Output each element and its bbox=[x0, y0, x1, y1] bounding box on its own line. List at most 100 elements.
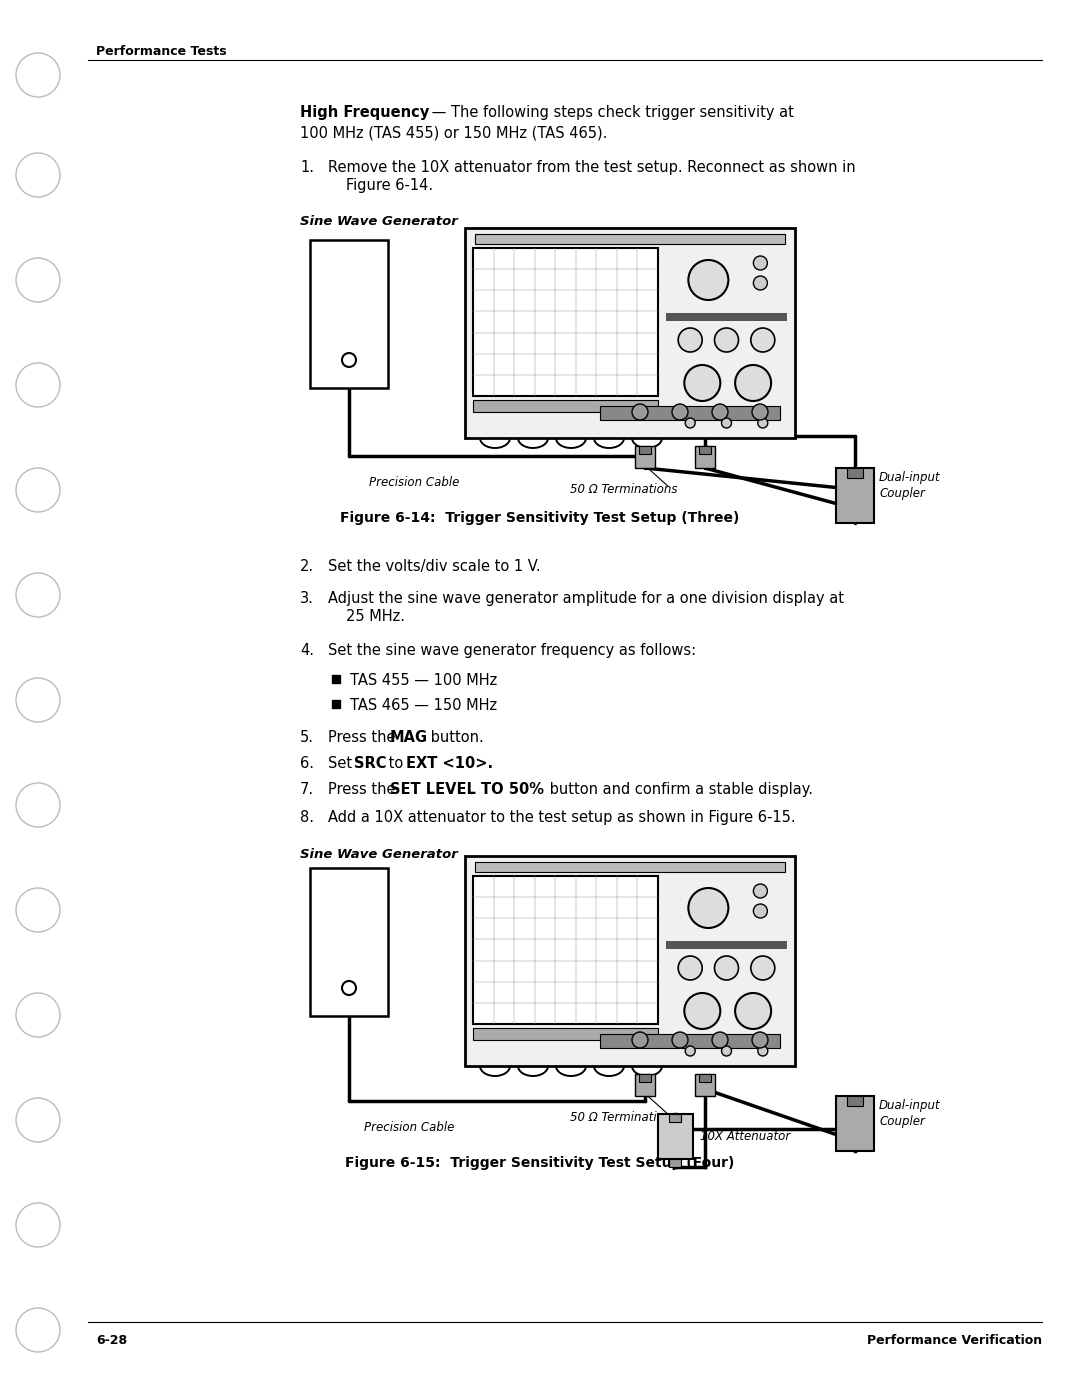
Text: EXT <10>.: EXT <10>. bbox=[406, 756, 494, 771]
Polygon shape bbox=[332, 700, 340, 708]
Bar bbox=[696, 1074, 715, 1097]
Circle shape bbox=[735, 993, 771, 1030]
Circle shape bbox=[16, 363, 60, 407]
Circle shape bbox=[16, 1203, 60, 1248]
Bar bbox=[666, 942, 787, 949]
Text: button and confirm a stable display.: button and confirm a stable display. bbox=[545, 782, 813, 798]
Circle shape bbox=[685, 418, 696, 427]
Bar bbox=[635, 446, 654, 468]
Bar bbox=[475, 862, 785, 872]
Text: Precision Cable: Precision Cable bbox=[369, 476, 459, 489]
Text: Performance Verification: Performance Verification bbox=[867, 1334, 1042, 1347]
Text: 5.: 5. bbox=[300, 731, 314, 745]
Circle shape bbox=[16, 1098, 60, 1141]
Bar bbox=[696, 446, 715, 468]
Text: 3.: 3. bbox=[300, 591, 314, 606]
Text: 50 Ω Terminations: 50 Ω Terminations bbox=[570, 483, 677, 496]
Circle shape bbox=[751, 956, 774, 981]
Circle shape bbox=[632, 1032, 648, 1048]
Text: Set: Set bbox=[328, 756, 356, 771]
Circle shape bbox=[752, 404, 768, 420]
Text: 50 Ω Terminations: 50 Ω Terminations bbox=[570, 1111, 677, 1125]
Bar bbox=[699, 1074, 711, 1083]
Text: TAS 455 — 100 MHz: TAS 455 — 100 MHz bbox=[350, 673, 497, 687]
Circle shape bbox=[16, 678, 60, 722]
Bar bbox=[669, 1160, 681, 1166]
Polygon shape bbox=[332, 675, 340, 683]
Circle shape bbox=[342, 981, 356, 995]
Text: 7.: 7. bbox=[300, 782, 314, 798]
Circle shape bbox=[754, 884, 768, 898]
Circle shape bbox=[16, 468, 60, 511]
Bar bbox=[465, 856, 795, 1066]
Text: Add a 10X attenuator to the test setup as shown in Figure 6-15.: Add a 10X attenuator to the test setup a… bbox=[328, 810, 796, 826]
Circle shape bbox=[16, 782, 60, 827]
Text: Figure 6-15:  Trigger Sensitivity Test Setup (Four): Figure 6-15: Trigger Sensitivity Test Se… bbox=[346, 1155, 734, 1171]
Circle shape bbox=[712, 404, 728, 420]
Text: Sine Wave Generator: Sine Wave Generator bbox=[300, 848, 458, 861]
Bar bbox=[473, 249, 658, 395]
Circle shape bbox=[632, 404, 648, 420]
Bar bbox=[475, 235, 785, 244]
Bar bbox=[847, 468, 863, 478]
Circle shape bbox=[688, 260, 728, 300]
Bar bbox=[310, 868, 388, 1016]
Circle shape bbox=[678, 328, 702, 352]
Text: 25 MHz.: 25 MHz. bbox=[346, 609, 405, 624]
Circle shape bbox=[685, 993, 720, 1030]
Text: Figure 6-14.: Figure 6-14. bbox=[346, 177, 433, 193]
Text: Sine Wave Generator: Sine Wave Generator bbox=[300, 215, 458, 228]
Text: Set the volts/div scale to 1 V.: Set the volts/div scale to 1 V. bbox=[328, 559, 541, 574]
Circle shape bbox=[342, 353, 356, 367]
Text: — The following steps check trigger sensitivity at: — The following steps check trigger sens… bbox=[427, 105, 794, 120]
Circle shape bbox=[16, 1308, 60, 1352]
Text: Performance Tests: Performance Tests bbox=[96, 45, 227, 59]
Circle shape bbox=[715, 328, 739, 352]
Bar bbox=[847, 1097, 863, 1106]
Bar bbox=[600, 1034, 780, 1048]
Text: TAS 465 — 150 MHz: TAS 465 — 150 MHz bbox=[350, 698, 497, 712]
Text: 6.: 6. bbox=[300, 756, 314, 771]
Circle shape bbox=[735, 365, 771, 401]
Circle shape bbox=[672, 404, 688, 420]
Text: 10X Attenuator: 10X Attenuator bbox=[700, 1130, 791, 1143]
Bar bbox=[473, 1028, 658, 1039]
Circle shape bbox=[751, 328, 774, 352]
Text: to: to bbox=[384, 756, 408, 771]
Circle shape bbox=[16, 993, 60, 1037]
Circle shape bbox=[672, 1032, 688, 1048]
Text: Press the: Press the bbox=[328, 782, 400, 798]
Circle shape bbox=[16, 573, 60, 617]
Circle shape bbox=[712, 1032, 728, 1048]
Text: SET LEVEL TO 50%: SET LEVEL TO 50% bbox=[390, 782, 544, 798]
Text: 8.: 8. bbox=[300, 810, 314, 826]
Bar bbox=[658, 1113, 692, 1160]
Circle shape bbox=[752, 1032, 768, 1048]
Circle shape bbox=[754, 256, 768, 270]
Circle shape bbox=[16, 154, 60, 197]
Circle shape bbox=[16, 258, 60, 302]
Circle shape bbox=[721, 418, 731, 427]
Bar bbox=[473, 876, 658, 1024]
Circle shape bbox=[758, 418, 768, 427]
Bar bbox=[836, 468, 874, 522]
Text: 1.: 1. bbox=[300, 161, 314, 175]
Text: Dual-input
Coupler: Dual-input Coupler bbox=[879, 472, 941, 500]
Text: Set the sine wave generator frequency as follows:: Set the sine wave generator frequency as… bbox=[328, 643, 697, 658]
Circle shape bbox=[688, 888, 728, 928]
Circle shape bbox=[685, 1046, 696, 1056]
Bar bbox=[600, 407, 780, 420]
Bar bbox=[639, 1074, 651, 1083]
Text: 2.: 2. bbox=[300, 559, 314, 574]
Text: SRC: SRC bbox=[354, 756, 387, 771]
Text: button.: button. bbox=[426, 731, 484, 745]
Text: Adjust the sine wave generator amplitude for a one division display at: Adjust the sine wave generator amplitude… bbox=[328, 591, 843, 606]
Bar bbox=[310, 240, 388, 388]
Bar bbox=[669, 1113, 681, 1122]
Circle shape bbox=[678, 956, 702, 981]
Bar bbox=[666, 313, 787, 321]
Text: 4.: 4. bbox=[300, 643, 314, 658]
Text: 6-28: 6-28 bbox=[96, 1334, 127, 1347]
Bar bbox=[836, 1097, 874, 1151]
Bar bbox=[639, 446, 651, 454]
